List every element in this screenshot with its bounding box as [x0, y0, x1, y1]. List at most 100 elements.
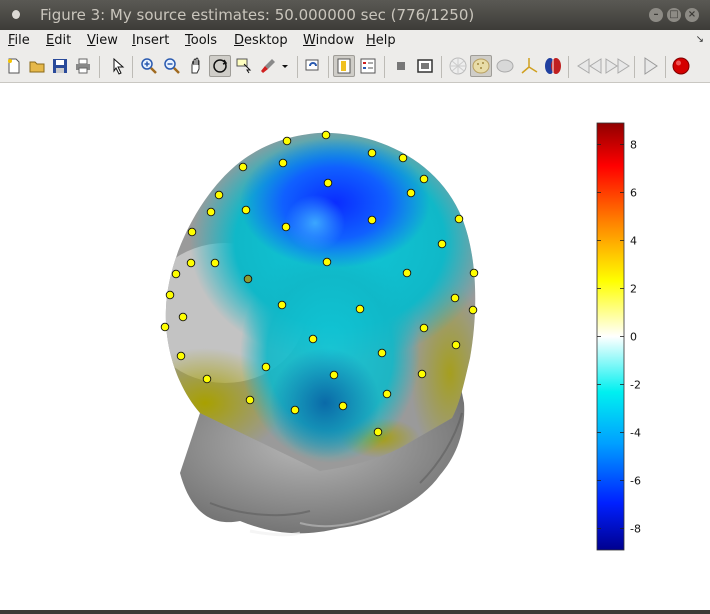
- legend-button[interactable]: [357, 55, 379, 77]
- previous-frame-icon: [577, 58, 602, 74]
- save-button[interactable]: [49, 55, 71, 77]
- menu-view[interactable]: View: [87, 33, 118, 48]
- electrode-marker[interactable]: [419, 323, 429, 333]
- hide-plot-tools-button[interactable]: [390, 55, 412, 77]
- electrode-marker[interactable]: [402, 268, 412, 278]
- electrode-marker[interactable]: [176, 351, 186, 361]
- electrode-marker[interactable]: [321, 130, 331, 140]
- pointer-icon: [113, 57, 125, 75]
- title-bar[interactable]: Figure 3: My source estimates: 50.000000…: [0, 0, 710, 30]
- dock-arrow-icon[interactable]: ↘: [695, 34, 704, 45]
- data-cursor-button[interactable]: [233, 55, 255, 77]
- electrode-marker[interactable]: [329, 370, 339, 380]
- menu-help[interactable]: Help: [366, 33, 396, 48]
- electrode-marker[interactable]: [210, 258, 220, 268]
- electrode-marker[interactable]: [245, 395, 255, 405]
- electrode-marker[interactable]: [277, 300, 287, 310]
- play-button[interactable]: [639, 55, 661, 77]
- electrode-marker[interactable]: [451, 340, 461, 350]
- figure-canvas[interactable]: 8 6 4 2 0 -2 -4 -6 -8: [0, 83, 710, 610]
- brush-button[interactable]: [257, 55, 279, 77]
- electrode-marker[interactable]: [468, 305, 478, 315]
- maximize-button[interactable]: □: [667, 8, 681, 22]
- save-icon: [53, 59, 67, 73]
- window-menu-icon[interactable]: [12, 10, 20, 19]
- electrode-marker[interactable]: [338, 401, 348, 411]
- electrode-marker[interactable]: [171, 269, 181, 279]
- pointer-button[interactable]: [107, 55, 129, 77]
- zoom-in-button[interactable]: [138, 55, 160, 77]
- sensor-cap-button[interactable]: [447, 55, 469, 77]
- electrode-marker[interactable]: [261, 362, 271, 372]
- electrode-marker[interactable]: [281, 222, 291, 232]
- scalp-button[interactable]: [470, 55, 492, 77]
- electrode-marker[interactable]: [398, 153, 408, 163]
- electrode-marker[interactable]: [417, 369, 427, 379]
- menu-file[interactable]: File: [8, 33, 30, 48]
- electrode-marker[interactable]: [308, 334, 318, 344]
- previous-frame-button[interactable]: [575, 55, 603, 77]
- electrode-marker[interactable]: [187, 227, 197, 237]
- electrode-marker[interactable]: [214, 190, 224, 200]
- plot-area[interactable]: 8 6 4 2 0 -2 -4 -6 -8: [0, 83, 710, 610]
- new-figure-button[interactable]: [3, 55, 25, 77]
- electrode-marker[interactable]: [322, 257, 332, 267]
- electrode-marker[interactable]: [373, 427, 383, 437]
- electrode-marker[interactable]: [202, 374, 212, 384]
- electrode-marker[interactable]: [355, 304, 365, 314]
- electrode-marker[interactable]: [243, 274, 253, 284]
- electrode-marker[interactable]: [165, 290, 175, 300]
- electrode-marker[interactable]: [437, 239, 447, 249]
- electrode-marker[interactable]: [406, 188, 416, 198]
- electrode-marker[interactable]: [419, 174, 429, 184]
- brain-hemispheres-icon: [545, 58, 561, 74]
- zoom-out-button[interactable]: [161, 55, 183, 77]
- print-button[interactable]: [72, 55, 94, 77]
- print-icon: [76, 58, 90, 74]
- electrode-marker[interactable]: [238, 162, 248, 172]
- electrode-marker[interactable]: [382, 389, 392, 399]
- electrode-marker[interactable]: [454, 214, 464, 224]
- brush-dropdown-button[interactable]: [280, 55, 290, 77]
- menu-desktop[interactable]: Desktop: [234, 33, 288, 48]
- colorbar[interactable]: 8 6 4 2 0 -2 -4 -6 -8: [596, 122, 641, 551]
- electrode-marker[interactable]: [367, 148, 377, 158]
- electrode-marker[interactable]: [282, 136, 292, 146]
- electrode-marker[interactable]: [206, 207, 216, 217]
- brain-hemispheres-button[interactable]: [542, 55, 564, 77]
- close-button[interactable]: ×: [685, 8, 699, 22]
- electrode-marker[interactable]: [469, 268, 479, 278]
- electrode-marker[interactable]: [160, 322, 170, 332]
- electrode-marker[interactable]: [367, 215, 377, 225]
- menu-window[interactable]: Window: [303, 33, 355, 48]
- axes-3d-button[interactable]: [518, 55, 540, 77]
- menu-bar: File Edit View Insert Tools Desktop Wind…: [0, 30, 710, 52]
- colorbar-button[interactable]: [333, 55, 355, 77]
- pan-button[interactable]: [185, 55, 207, 77]
- electrode-marker[interactable]: [290, 405, 300, 415]
- show-plot-tools-button[interactable]: [414, 55, 436, 77]
- electrode-marker[interactable]: [241, 205, 251, 215]
- link-plot-button[interactable]: [302, 55, 324, 77]
- electrode-marker[interactable]: [186, 258, 196, 268]
- electrode-marker[interactable]: [178, 312, 188, 322]
- menu-edit[interactable]: Edit: [46, 33, 72, 48]
- electrode-marker[interactable]: [323, 178, 333, 188]
- electrode-marker[interactable]: [377, 348, 387, 358]
- colorbar-tick-label: 0: [630, 331, 637, 344]
- rotate-3d-button[interactable]: [209, 55, 231, 77]
- next-frame-button[interactable]: [604, 55, 632, 77]
- cortex-smooth-button[interactable]: [494, 55, 516, 77]
- colorbar-gradient[interactable]: [596, 122, 625, 551]
- play-icon: [644, 57, 658, 75]
- electrode-marker[interactable]: [278, 158, 288, 168]
- record-button[interactable]: [670, 55, 692, 77]
- open-file-button[interactable]: [26, 55, 48, 77]
- menu-insert[interactable]: Insert: [132, 33, 170, 48]
- colorbar-tick-label: 8: [630, 139, 637, 152]
- cortex-smooth-icon: [496, 59, 514, 73]
- menu-tools[interactable]: Tools: [185, 33, 218, 48]
- minimize-button[interactable]: –: [649, 8, 663, 22]
- toolbar-separator: [568, 56, 569, 78]
- electrode-marker[interactable]: [450, 293, 460, 303]
